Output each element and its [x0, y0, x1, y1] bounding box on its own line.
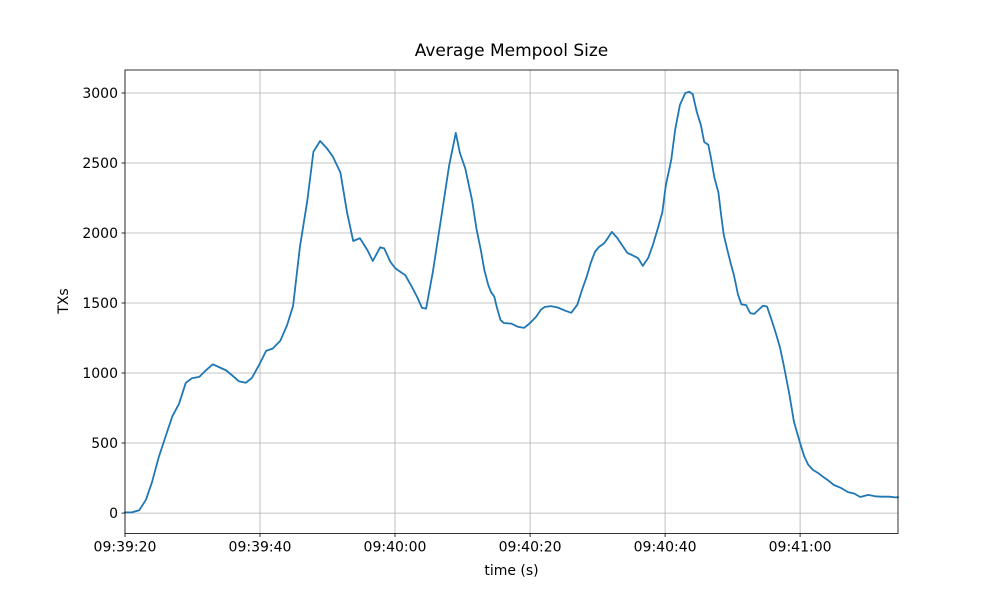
x-tick-label: 09:41:00 [769, 540, 832, 556]
y-tick-label: 0 [109, 506, 118, 522]
x-tick-label: 09:40:20 [499, 540, 562, 556]
y-tick-label: 3000 [82, 86, 118, 102]
y-tick-label: 2500 [82, 156, 118, 172]
data-line [124, 90, 899, 514]
y-tick-label: 1500 [82, 296, 118, 312]
x-tick-label: 09:40:00 [364, 540, 427, 556]
y-tick-label: 500 [91, 436, 118, 452]
y-tick-label: 2000 [82, 226, 118, 242]
y-tick-label: 1000 [82, 366, 118, 382]
x-axis-label: time (s) [484, 563, 539, 579]
y-axis-label: TXs [56, 288, 72, 314]
x-tick-label: 09:39:40 [229, 540, 292, 556]
axes-spines [124, 69, 899, 534]
x-tick-label: 09:39:20 [94, 540, 157, 556]
chart-title: Average Mempool Size [414, 41, 609, 61]
x-tick-label: 09:40:40 [634, 540, 697, 556]
